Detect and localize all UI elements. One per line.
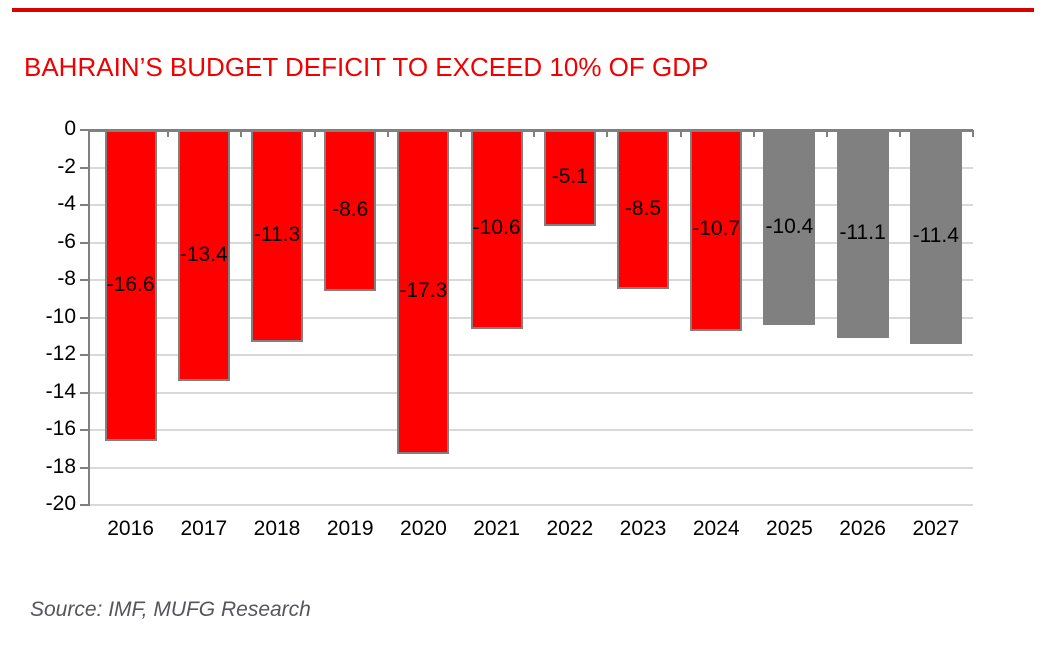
x-axis-label-2023: 2023 bbox=[619, 517, 667, 540]
y-tick--14 bbox=[80, 391, 90, 394]
x-axis-label-2019: 2019 bbox=[326, 517, 374, 540]
y-tick--4 bbox=[80, 204, 90, 206]
bar-2026 bbox=[836, 130, 889, 339]
y-tick--8 bbox=[80, 279, 90, 281]
gridline--16 bbox=[90, 429, 973, 431]
y-axis-label--2: -2 bbox=[57, 154, 76, 178]
x-axis-label-2024: 2024 bbox=[692, 517, 740, 540]
x-tick-6 bbox=[533, 130, 536, 137]
x-axis-zero-line bbox=[88, 129, 973, 132]
bar-2023 bbox=[617, 130, 669, 290]
x-axis-label-2026: 2026 bbox=[839, 517, 886, 540]
x-axis-label-2022: 2022 bbox=[546, 517, 594, 540]
gridline--6 bbox=[90, 241, 973, 244]
gridline--14 bbox=[90, 391, 973, 394]
y-tick-0 bbox=[80, 129, 90, 131]
chart-title: BAHRAIN’S BUDGET DEFICIT TO EXCEED 10% O… bbox=[24, 52, 709, 82]
gridline--4 bbox=[90, 204, 973, 206]
bar-2020 bbox=[397, 130, 450, 455]
data-label-2018: -11.3 bbox=[253, 222, 301, 246]
x-tick-7 bbox=[606, 130, 609, 137]
y-axis-label--18: -18 bbox=[45, 454, 76, 478]
x-tick-5 bbox=[460, 130, 462, 137]
x-tick-8 bbox=[679, 130, 682, 137]
data-label-2025: -10.4 bbox=[765, 214, 814, 238]
gridline--8 bbox=[90, 279, 973, 281]
x-axis-label-2018: 2018 bbox=[253, 517, 301, 540]
bar-2021 bbox=[470, 130, 523, 329]
gridline--20 bbox=[90, 504, 973, 506]
data-label-2016: -16.6 bbox=[106, 272, 155, 296]
y-tick--10 bbox=[80, 316, 90, 319]
y-axis-label--14: -14 bbox=[45, 379, 76, 403]
y-tick--2 bbox=[80, 166, 90, 169]
bar-2016 bbox=[104, 130, 157, 442]
y-axis-label--8: -8 bbox=[57, 267, 76, 290]
data-label-2020: -17.3 bbox=[399, 279, 448, 303]
data-label-2019: -8.6 bbox=[332, 197, 369, 221]
data-label-2027: -11.4 bbox=[912, 223, 959, 247]
y-axis-label--6: -6 bbox=[57, 229, 76, 253]
data-label-2021: -10.6 bbox=[472, 216, 521, 240]
data-label-2022: -5.1 bbox=[551, 164, 588, 188]
y-tick--20 bbox=[80, 504, 90, 506]
x-tick-4 bbox=[386, 130, 389, 137]
bar-2022 bbox=[543, 130, 596, 226]
bar-2017 bbox=[177, 130, 230, 382]
y-tick--12 bbox=[80, 354, 90, 356]
top-rule-divider bbox=[12, 8, 1034, 12]
x-tick-3 bbox=[313, 130, 316, 137]
x-axis-label-2021: 2021 bbox=[473, 517, 520, 540]
x-axis-label-2016: 2016 bbox=[107, 517, 154, 540]
y-axis-label--12: -12 bbox=[45, 342, 76, 365]
x-axis-label-2027: 2027 bbox=[912, 517, 960, 540]
gridline--18 bbox=[90, 466, 973, 469]
y-tick--6 bbox=[80, 241, 90, 244]
data-label-2017: -13.4 bbox=[179, 242, 228, 266]
y-tick--18 bbox=[80, 466, 90, 469]
y-axis-label--20: -20 bbox=[45, 492, 76, 515]
x-axis-label-2017: 2017 bbox=[180, 517, 228, 540]
x-axis-label-2020: 2020 bbox=[400, 517, 447, 540]
data-label-2026: -11.1 bbox=[839, 221, 886, 245]
x-tick-2 bbox=[240, 130, 243, 137]
bar-2018 bbox=[251, 130, 303, 342]
x-tick-12 bbox=[972, 130, 975, 137]
data-label-2023: -8.5 bbox=[624, 196, 662, 220]
y-tick--16 bbox=[80, 429, 90, 431]
x-tick-11 bbox=[899, 130, 902, 137]
x-tick-10 bbox=[826, 130, 828, 137]
x-tick-1 bbox=[167, 130, 170, 137]
y-axis-label-0: 0 bbox=[64, 117, 76, 140]
gridline--2 bbox=[90, 166, 973, 169]
y-axis-label--16: -16 bbox=[45, 417, 76, 440]
y-axis-label--4: -4 bbox=[57, 192, 76, 215]
x-tick-9 bbox=[752, 130, 755, 137]
gridline--10 bbox=[90, 316, 973, 319]
x-axis-label-2025: 2025 bbox=[766, 517, 813, 540]
data-label-2024: -10.7 bbox=[692, 217, 741, 241]
y-axis-line bbox=[88, 129, 90, 506]
source-note: Source: IMF, MUFG Research bbox=[30, 598, 311, 621]
gridline--12 bbox=[90, 354, 973, 356]
y-axis-label--10: -10 bbox=[45, 304, 76, 328]
bar-2024 bbox=[690, 130, 743, 331]
bar-2019 bbox=[324, 130, 377, 292]
